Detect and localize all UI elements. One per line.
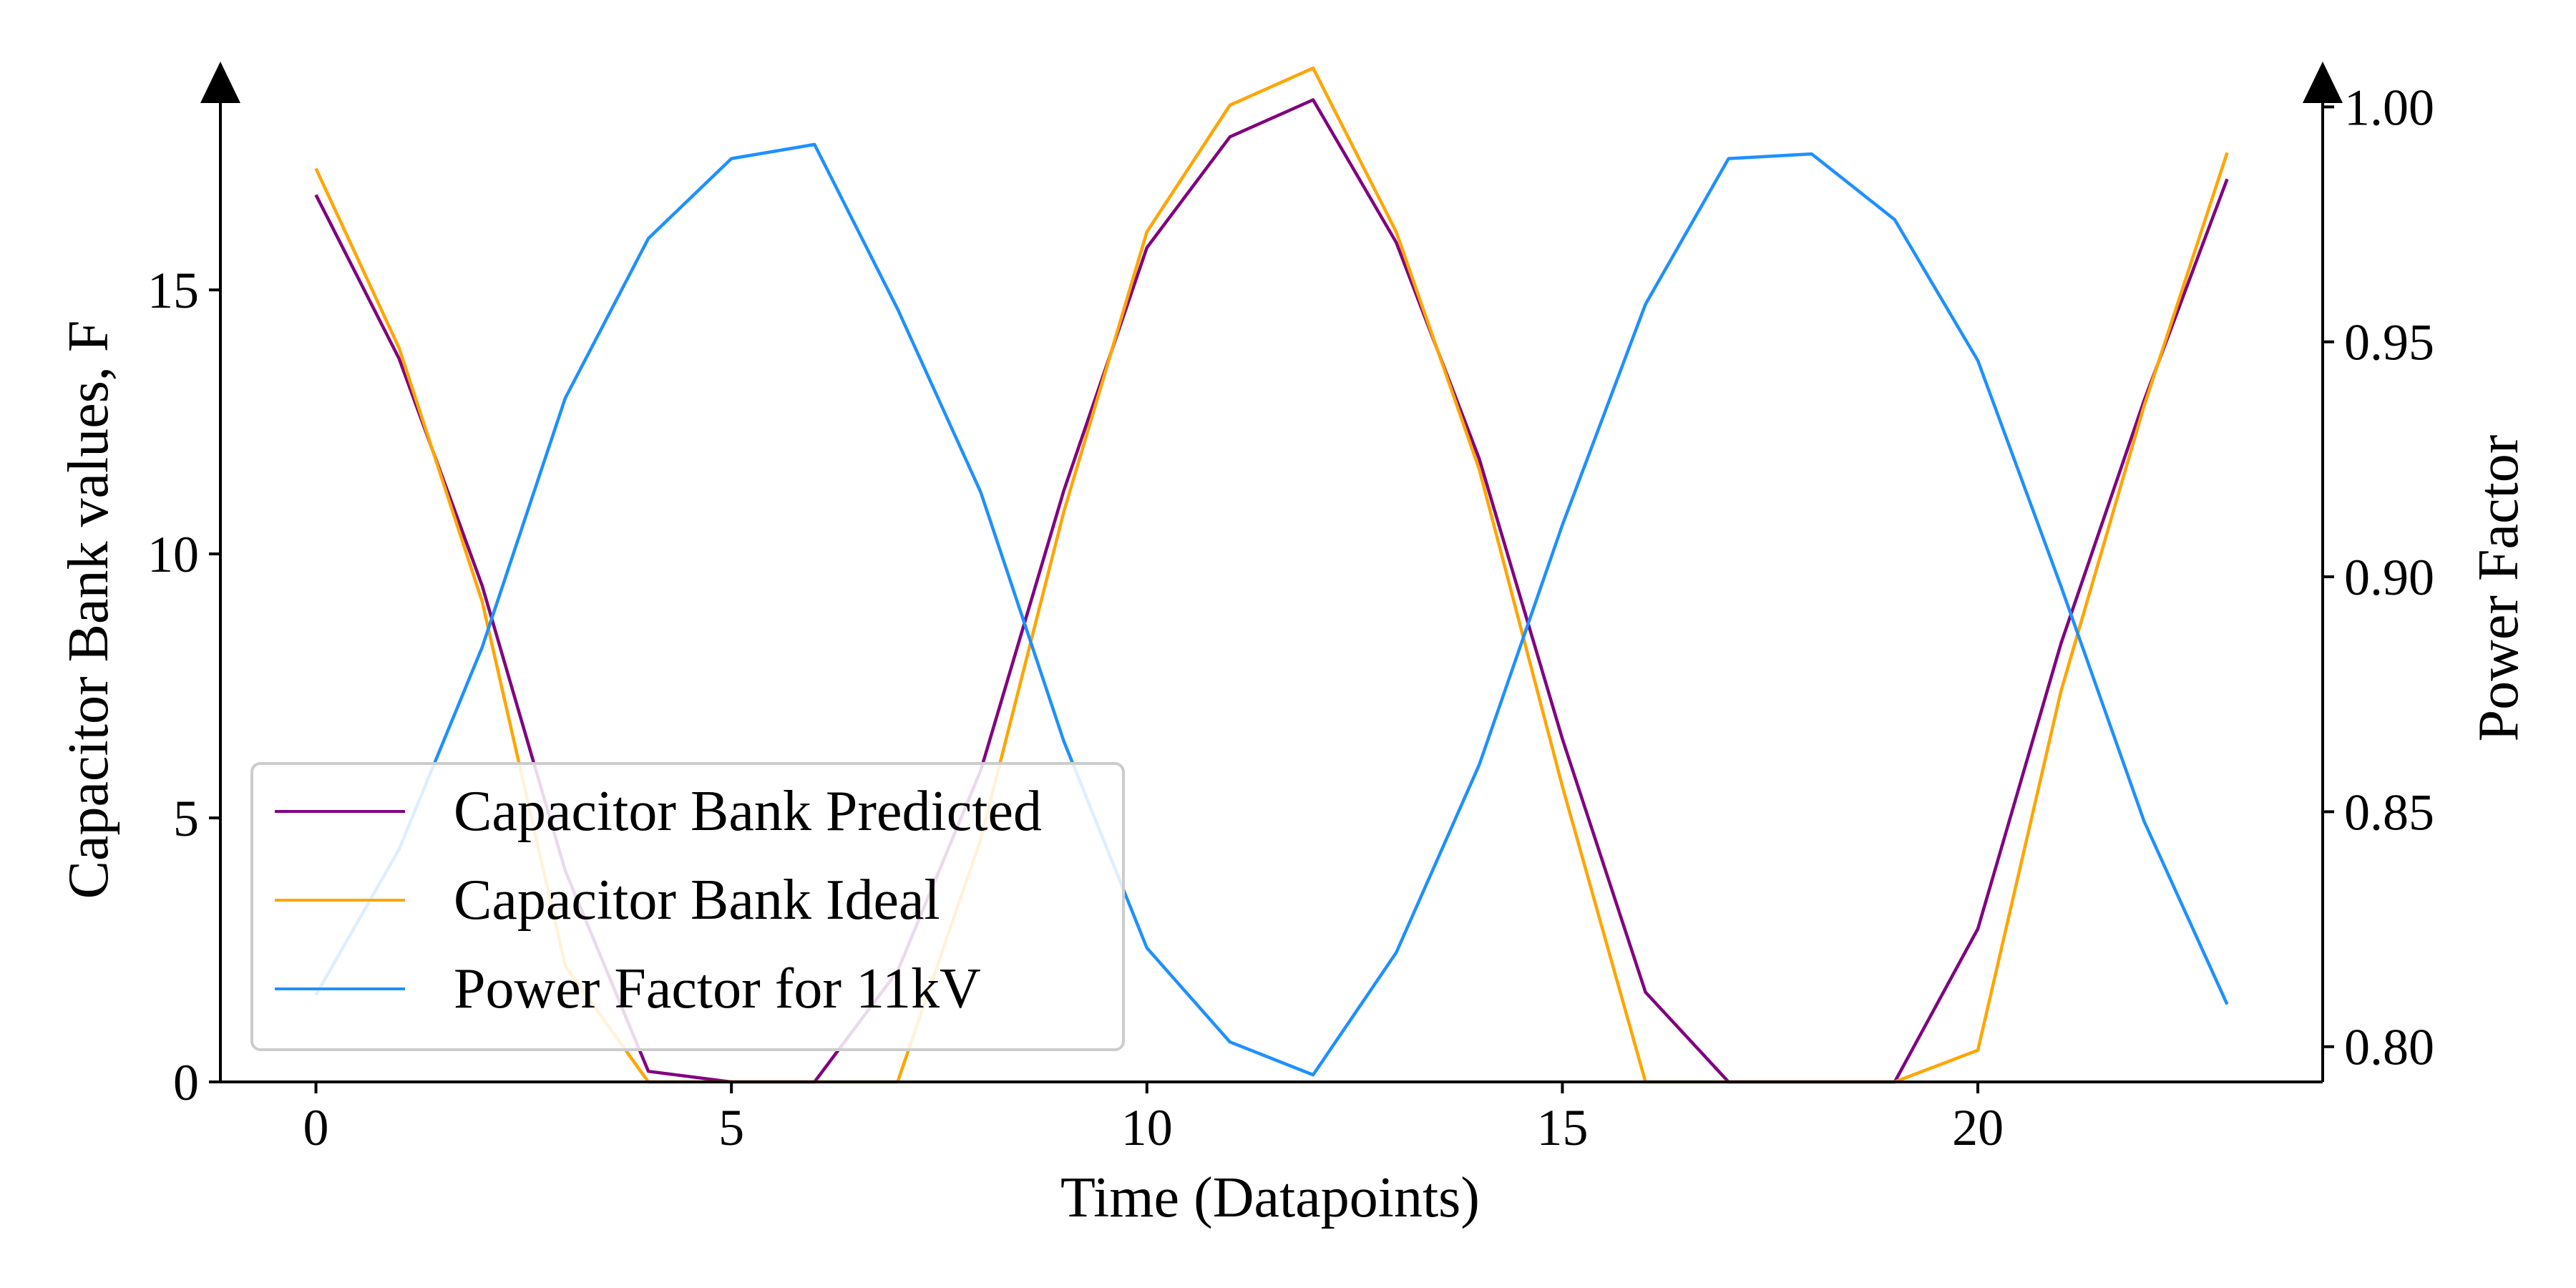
legend-label-predicted: Capacitor Bank Predicted: [454, 780, 1042, 843]
right-y-tick-label: 1.00: [2344, 79, 2434, 136]
left-y-tick-label: 15: [147, 262, 199, 319]
left-y-tick-label: 10: [147, 526, 199, 583]
x-tick-label: 15: [1536, 1099, 1588, 1156]
right-y-tick-label: 0.95: [2344, 314, 2434, 371]
legend-label-ideal: Capacitor Bank Ideal: [454, 869, 940, 932]
left-y-tick-label: 0: [173, 1054, 199, 1111]
legend-frame: [250, 762, 1125, 1051]
left-axis-arrow: [200, 62, 240, 103]
x-tick-label: 0: [303, 1099, 329, 1156]
legend-label-power-factor: Power Factor for 11kV: [454, 957, 981, 1020]
x-tick-label: 20: [1952, 1099, 2004, 1156]
x-tick-label: 5: [718, 1099, 744, 1156]
right-y-tick-label: 0.85: [2344, 784, 2434, 841]
left-y-tick-label: 5: [173, 790, 199, 847]
x-tick-label: 10: [1121, 1099, 1173, 1156]
left-y-axis-label: Capacitor Bank values, F: [57, 321, 120, 899]
right-axis-arrow: [2303, 62, 2343, 103]
series-line-capacitor-bank-ideal: [314, 66, 2229, 1084]
legend: Capacitor Bank Predicted Capacitor Bank …: [250, 762, 1125, 1051]
right-y-axis-label: Power Factor: [2467, 435, 2530, 742]
series-line-power-factor-11kv: [314, 142, 2229, 1077]
x-axis-label: Time (Datapoints): [1060, 1166, 1480, 1229]
right-y-tick-label: 0.90: [2344, 549, 2434, 606]
ticks: 0 5 10 15 20 0 5 10 15 0.80 0.85 0.90 0.95 1.00: [147, 79, 2434, 1156]
right-y-tick-label: 0.80: [2344, 1019, 2434, 1076]
